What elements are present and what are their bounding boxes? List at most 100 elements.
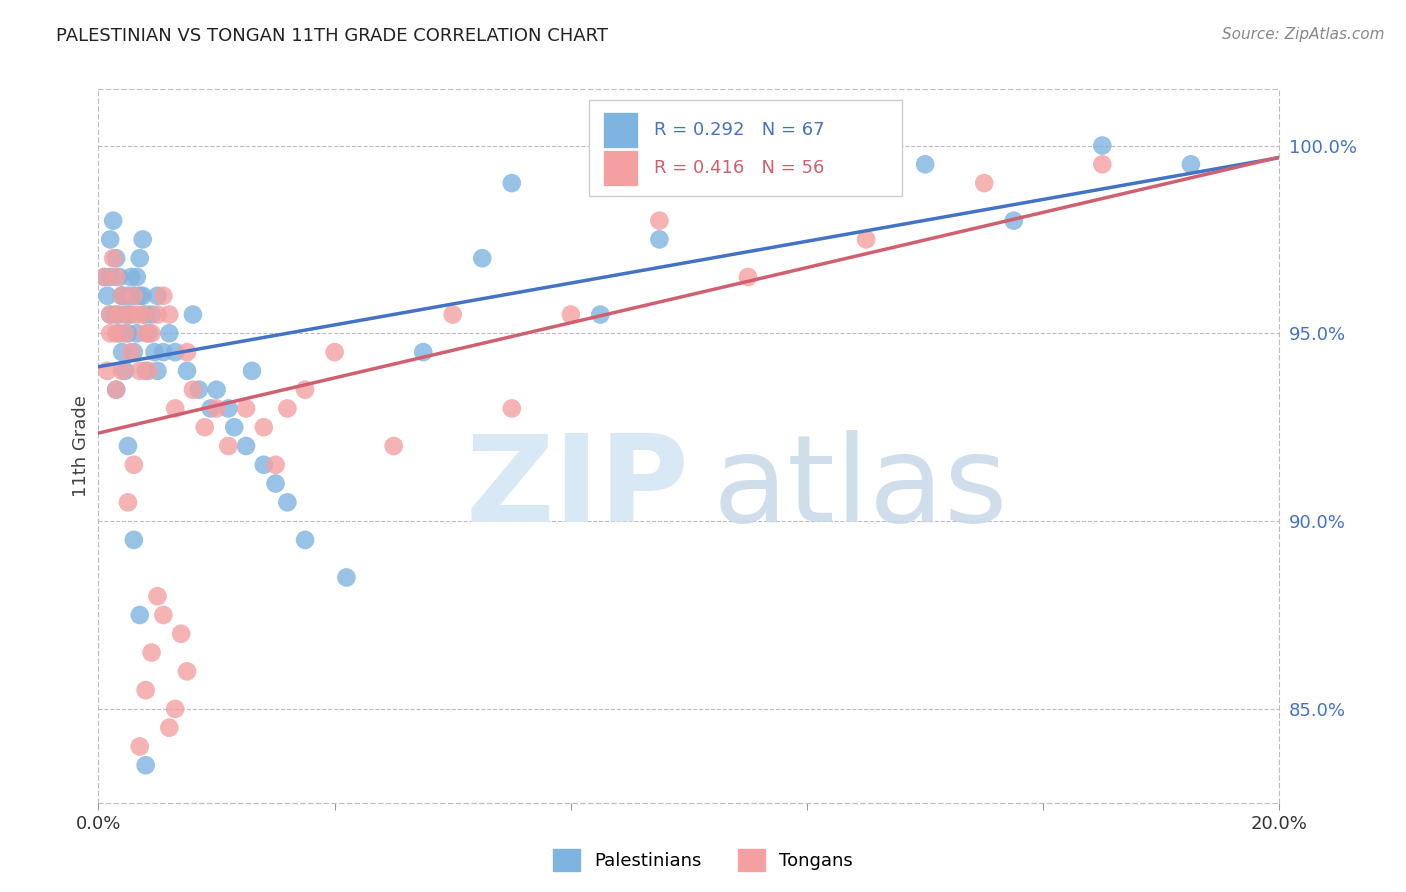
Bar xyxy=(603,112,638,148)
Point xyxy=(98,270,121,285)
Point xyxy=(122,289,145,303)
Point xyxy=(108,308,131,322)
Point xyxy=(294,383,316,397)
Point xyxy=(135,683,157,698)
Point xyxy=(141,646,163,660)
Point xyxy=(501,401,523,416)
Text: PALESTINIAN VS TONGAN 11TH GRADE CORRELATION CHART: PALESTINIAN VS TONGAN 11TH GRADE CORRELA… xyxy=(56,27,609,45)
Point xyxy=(135,758,157,772)
Point xyxy=(108,270,131,285)
Point xyxy=(240,364,263,378)
Point xyxy=(103,251,125,265)
Y-axis label: 11th Grade: 11th Grade xyxy=(72,395,90,497)
Point xyxy=(141,326,163,341)
Point xyxy=(176,364,198,378)
Point xyxy=(914,157,936,171)
Point xyxy=(560,308,582,322)
Legend: Palestinians, Tongans: Palestinians, Tongans xyxy=(546,842,860,879)
Point xyxy=(441,308,464,322)
Point xyxy=(855,232,877,246)
Point xyxy=(471,251,494,265)
Point xyxy=(98,326,121,341)
Point xyxy=(122,289,145,303)
Point xyxy=(111,289,134,303)
Point xyxy=(152,607,174,622)
Point xyxy=(105,270,128,285)
Point xyxy=(157,326,180,341)
Point xyxy=(1091,138,1114,153)
Point xyxy=(205,383,228,397)
Point xyxy=(111,364,134,378)
Point xyxy=(122,458,145,472)
Point xyxy=(165,345,187,359)
Point xyxy=(146,289,169,303)
Point xyxy=(825,176,848,190)
Point xyxy=(187,383,209,397)
Point xyxy=(165,702,187,716)
Point xyxy=(253,420,276,434)
Point xyxy=(276,495,298,509)
Point xyxy=(181,383,204,397)
Point xyxy=(98,308,121,322)
Point xyxy=(128,289,150,303)
Point xyxy=(93,270,115,285)
Point xyxy=(146,308,169,322)
Point xyxy=(200,401,222,416)
Point xyxy=(1180,157,1202,171)
Point xyxy=(125,270,148,285)
Point xyxy=(117,439,139,453)
Bar xyxy=(603,150,638,186)
Point xyxy=(138,364,160,378)
Point xyxy=(125,308,148,322)
Text: Source: ZipAtlas.com: Source: ZipAtlas.com xyxy=(1222,27,1385,42)
Point xyxy=(205,401,228,416)
Point xyxy=(157,308,180,322)
Point xyxy=(253,458,276,472)
Point xyxy=(737,270,759,285)
Point xyxy=(176,345,198,359)
Text: ZIP: ZIP xyxy=(465,430,689,548)
Point xyxy=(98,308,121,322)
Point xyxy=(122,533,145,547)
Point xyxy=(117,289,139,303)
Point xyxy=(157,721,180,735)
Point xyxy=(117,308,139,322)
Point xyxy=(170,627,193,641)
Point xyxy=(132,232,155,246)
Point xyxy=(120,345,142,359)
Point xyxy=(194,420,217,434)
Point xyxy=(132,289,155,303)
Point xyxy=(152,289,174,303)
Point xyxy=(128,607,150,622)
Point xyxy=(335,570,357,584)
Point xyxy=(235,401,257,416)
Point xyxy=(111,289,134,303)
Point xyxy=(105,326,128,341)
Point xyxy=(382,439,405,453)
Point xyxy=(648,232,671,246)
Point xyxy=(973,176,995,190)
Point xyxy=(93,270,115,285)
Point xyxy=(181,308,204,322)
Point xyxy=(122,345,145,359)
Point xyxy=(135,308,157,322)
Point xyxy=(737,157,759,171)
Point xyxy=(105,308,128,322)
Point xyxy=(114,364,136,378)
Point xyxy=(135,326,157,341)
Point xyxy=(138,326,160,341)
Bar xyxy=(589,100,901,196)
Point xyxy=(117,326,139,341)
Text: R = 0.416   N = 56: R = 0.416 N = 56 xyxy=(654,159,824,177)
Point xyxy=(501,176,523,190)
Point xyxy=(120,308,142,322)
Point xyxy=(217,439,239,453)
Point xyxy=(589,308,612,322)
Point xyxy=(108,326,131,341)
Point xyxy=(128,739,150,754)
Point xyxy=(146,589,169,603)
Point xyxy=(103,213,125,227)
Point xyxy=(96,364,118,378)
Point xyxy=(98,232,121,246)
Point xyxy=(176,665,198,679)
